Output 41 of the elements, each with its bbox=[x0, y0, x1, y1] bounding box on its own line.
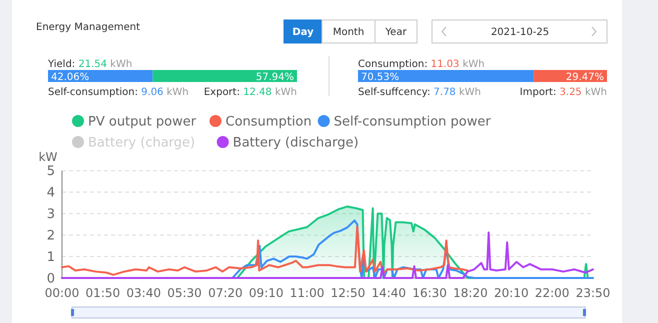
x-tick-label: 22:00 bbox=[534, 286, 570, 300]
y-axis-title: kW bbox=[38, 150, 58, 164]
x-tick-label: 00:00 bbox=[44, 286, 80, 300]
text: Export: 12.48 kWh bbox=[204, 87, 297, 98]
x-tick-label: 05:30 bbox=[167, 286, 202, 300]
x-tick-label: 12:50 bbox=[330, 286, 366, 300]
text: 42.06% bbox=[51, 72, 90, 83]
text: Import: 3.25 kWh bbox=[520, 87, 607, 98]
text: Self-suffcency: 7.78 kWh bbox=[358, 87, 481, 98]
x-tick-label: 09:10 bbox=[248, 286, 284, 300]
text: Energy Management bbox=[36, 22, 140, 33]
text: 2021-10-25 bbox=[490, 27, 550, 38]
text: 29.47% bbox=[566, 72, 604, 83]
y-tick-label: 5 bbox=[46, 164, 55, 180]
y-tick-label: 0 bbox=[46, 272, 55, 286]
legend-label: Self-consumption power bbox=[334, 114, 492, 130]
text: Month bbox=[332, 27, 364, 38]
y-tick-label: 1 bbox=[46, 250, 55, 266]
x-tick-label: 23:50 bbox=[576, 286, 610, 300]
text: 57.94% bbox=[256, 72, 294, 83]
legend-label: PV output power bbox=[88, 114, 197, 130]
x-tick-label: 18:20 bbox=[453, 286, 488, 300]
text: Consumption: 11.03 kWh bbox=[358, 59, 485, 70]
y-tick-label: 2 bbox=[46, 228, 55, 244]
text: Day bbox=[292, 27, 314, 38]
x-tick-label: 16:30 bbox=[412, 286, 447, 300]
legend-label: Battery (discharge) bbox=[232, 136, 359, 150]
x-tick-label: 07:20 bbox=[208, 286, 243, 300]
text: Self-consumption: 9.06 kWh bbox=[48, 87, 189, 98]
text: Year bbox=[384, 27, 408, 38]
y-tick-label: 4 bbox=[46, 186, 55, 201]
text: Yield: 21.54 kWh bbox=[47, 59, 132, 70]
y-tick-label: 3 bbox=[46, 207, 55, 222]
x-tick-label: 20:10 bbox=[494, 286, 529, 300]
x-tick-label: 14:40 bbox=[371, 286, 406, 300]
x-tick-label: 11:00 bbox=[290, 286, 324, 300]
line-series bbox=[61, 225, 468, 276]
legend-label: Consumption bbox=[226, 114, 312, 130]
x-tick-label: 01:50 bbox=[86, 286, 120, 300]
text: 70.53% bbox=[361, 72, 400, 83]
x-tick-label: 03:40 bbox=[126, 286, 161, 300]
